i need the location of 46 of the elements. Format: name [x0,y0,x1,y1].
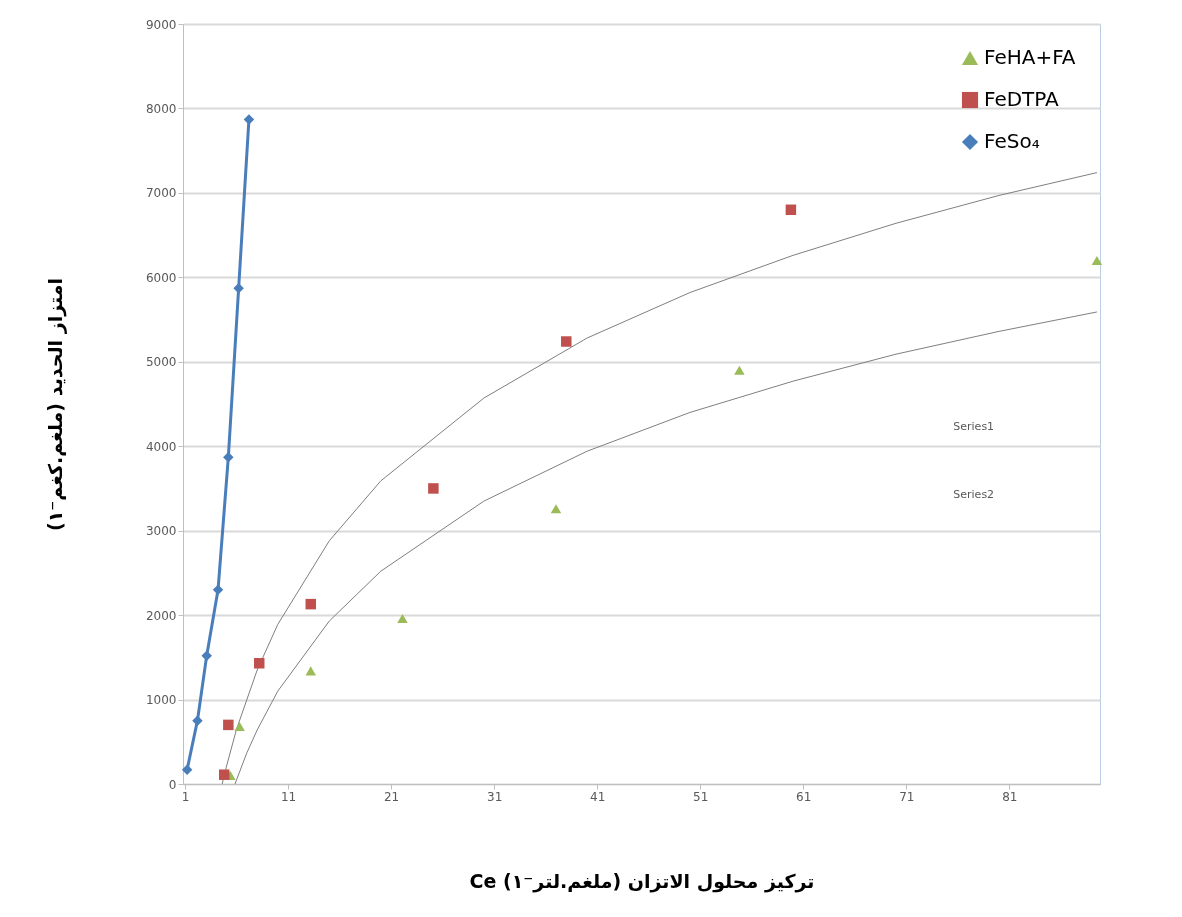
point [181,764,193,775]
point [785,204,797,216]
legend-label: FeHA+FA [984,45,1076,69]
point [428,483,439,494]
annotation: Series1 [953,419,995,433]
x-tick-label: 11 [280,789,297,804]
y-tick-label: 4000 [145,439,177,454]
y-tick-label: 1000 [145,693,177,708]
point [233,283,244,294]
x-tick-label: 81 [1002,789,1018,804]
y-axis-title: امتزاز الحديد (ملغم.كغم⁻١) [43,277,67,532]
point [201,650,212,661]
x-tick-label: 51 [693,789,709,804]
point [218,769,230,780]
y-tick-label: 7000 [145,186,177,201]
y-tick-label: 9000 [145,17,177,32]
annotation: Series2 [953,488,995,502]
point [305,666,317,676]
point [254,658,265,669]
point [305,598,317,610]
x-tick-label: 71 [899,789,915,804]
line-series [221,172,1098,785]
point [192,715,203,726]
y-tick-label: 6000 [145,270,177,285]
point [734,365,745,375]
point [234,722,245,732]
y-tick-label: 5000 [145,355,177,370]
x-tick-label: 31 [487,789,503,804]
y-tick-label: 3000 [145,524,177,539]
legend-label: FeSo₄ [984,129,1040,153]
x-tick-label: 61 [796,789,812,804]
point [243,114,255,125]
point [1091,255,1103,265]
y-tick-label: 0 [168,777,177,792]
x-axis-title: Ce تركيز محلول الاتزان (ملغم.لتر⁻١) [469,869,815,893]
point [223,719,234,731]
x-tick-label: 41 [590,789,606,804]
point [397,613,408,624]
x-tick-label: 21 [383,789,400,804]
y-tick-label: 2000 [145,608,177,623]
point [561,336,572,347]
x-tick-label: 1 [181,789,190,804]
point [212,584,224,596]
point [550,504,562,514]
legend-label: FeDTPA [984,87,1060,111]
y-tick-label: 8000 [145,101,177,116]
